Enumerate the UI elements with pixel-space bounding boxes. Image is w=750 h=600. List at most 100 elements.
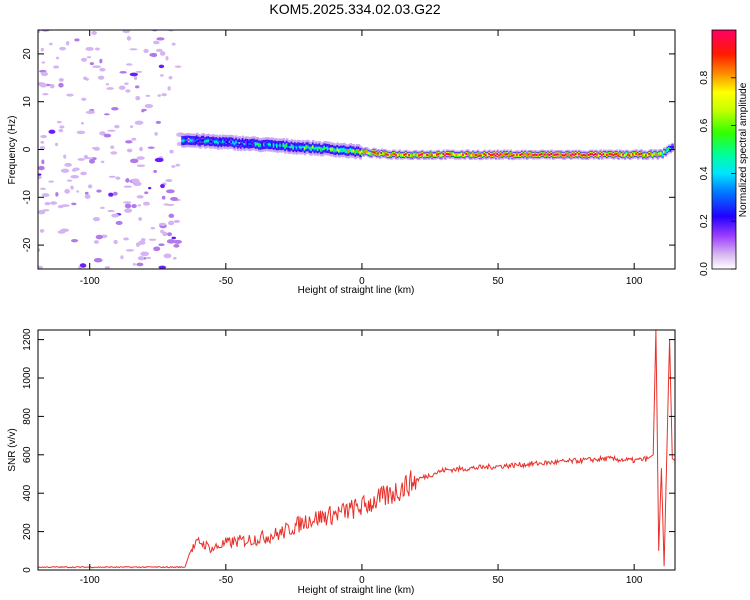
- trace-core: [367, 151, 370, 155]
- noise-speckle: [38, 265, 44, 269]
- noise-speckle: [39, 228, 45, 233]
- noise-speckle: [168, 213, 175, 219]
- trace-core: [264, 143, 268, 146]
- noise-speckle: [70, 185, 74, 190]
- trace-core: [458, 154, 462, 157]
- trace-core: [653, 152, 656, 155]
- trace-core: [409, 154, 413, 157]
- trace-core: [620, 153, 624, 156]
- noise-speckle: [112, 191, 118, 196]
- noise-speckle: [113, 239, 118, 245]
- noise-speckle: [80, 171, 88, 176]
- noise-speckle: [100, 160, 105, 164]
- trace-core: [199, 140, 202, 143]
- noise-speckle: [114, 124, 120, 129]
- trace-core: [581, 154, 584, 157]
- trace-core: [396, 153, 400, 157]
- noise-speckle: [64, 188, 71, 194]
- chart-title: KOM5.2025.334.02.03.G22: [269, 1, 441, 17]
- trace-core: [258, 143, 261, 147]
- noise-speckle: [145, 94, 151, 97]
- y-tick-label: 10: [22, 96, 33, 108]
- trace-core: [277, 144, 281, 147]
- trace-core: [586, 154, 589, 157]
- noise-speckle: [137, 256, 145, 261]
- trace-core: [521, 153, 524, 156]
- noise-speckle: [59, 125, 65, 129]
- noise-speckle: [49, 42, 53, 46]
- noise-speckle: [58, 77, 64, 82]
- noise-speckle: [85, 77, 89, 81]
- noise-speckle: [41, 193, 50, 197]
- trace-core: [511, 154, 514, 157]
- trace-core: [249, 142, 253, 145]
- trace-core: [225, 140, 228, 143]
- noise-speckle: [41, 61, 46, 64]
- x-tick-label: 100: [626, 575, 643, 586]
- trace-core: [293, 145, 297, 148]
- trace-core: [617, 154, 620, 157]
- trace-core: [253, 142, 256, 145]
- trace-core: [439, 154, 442, 157]
- trace-core: [186, 139, 189, 142]
- noise-speckle: [39, 83, 48, 88]
- trace-core: [494, 154, 498, 157]
- noise-speckle: [79, 263, 87, 268]
- trace-core: [251, 142, 255, 145]
- trace-core: [331, 148, 335, 151]
- trace-core: [235, 141, 238, 144]
- trace-core: [313, 147, 317, 150]
- noise-speckle: [171, 165, 176, 168]
- trace-core: [519, 153, 522, 157]
- trace-core: [488, 152, 491, 156]
- noise-speckle: [125, 249, 135, 252]
- trace-core: [560, 153, 563, 156]
- trace-core: [406, 153, 410, 157]
- noise-speckle: [97, 75, 105, 80]
- noise-speckle: [71, 202, 77, 206]
- trace-core: [646, 154, 650, 157]
- trace-core: [525, 154, 529, 157]
- trace-core: [607, 152, 611, 156]
- noise-speckle: [159, 51, 166, 56]
- trace-core: [269, 143, 272, 146]
- snr-y-ticks: 0 200 400 600 800 1000 1200: [22, 328, 675, 573]
- noise-speckle: [175, 163, 181, 167]
- trace-core: [405, 153, 408, 156]
- trace-core: [440, 154, 444, 157]
- noise-speckle: [38, 173, 42, 176]
- trace-core: [550, 152, 553, 156]
- noise-speckle: [60, 228, 70, 233]
- noise-speckle: [125, 63, 133, 66]
- trace-core: [259, 144, 263, 147]
- trace-core: [594, 152, 598, 156]
- spectrogram-x-ticks: -100 -50 0 50 100: [80, 30, 643, 287]
- colorbar-tick-label: 0.2: [699, 214, 710, 228]
- trace-core: [454, 154, 457, 157]
- trace-core: [356, 149, 359, 153]
- trace-core: [547, 153, 550, 156]
- trace-core: [329, 148, 333, 151]
- noise-speckle: [115, 176, 121, 180]
- trace-core: [189, 139, 192, 142]
- noise-speckle: [171, 42, 176, 46]
- noise-speckle: [50, 201, 58, 205]
- trace-core: [267, 143, 271, 146]
- trace-core: [182, 139, 186, 142]
- trace-core: [455, 153, 459, 157]
- noise-speckle: [72, 167, 80, 171]
- trace-core: [517, 154, 521, 157]
- noise-speckle: [170, 196, 179, 201]
- noise-speckle: [158, 265, 167, 269]
- noise-speckle: [123, 185, 133, 188]
- y-tick-label: 1000: [22, 366, 33, 389]
- spectrogram-y-ticks: -20 -10 0 10 20: [22, 48, 675, 252]
- noise-speckle: [123, 201, 132, 204]
- trace-core: [351, 149, 354, 153]
- noise-speckle: [158, 64, 165, 69]
- trace-core: [349, 148, 353, 152]
- trace-core: [465, 152, 468, 155]
- spectrogram-x-label: Height of straight line (km): [298, 285, 415, 296]
- trace-core: [416, 154, 419, 157]
- trace-core: [627, 153, 630, 156]
